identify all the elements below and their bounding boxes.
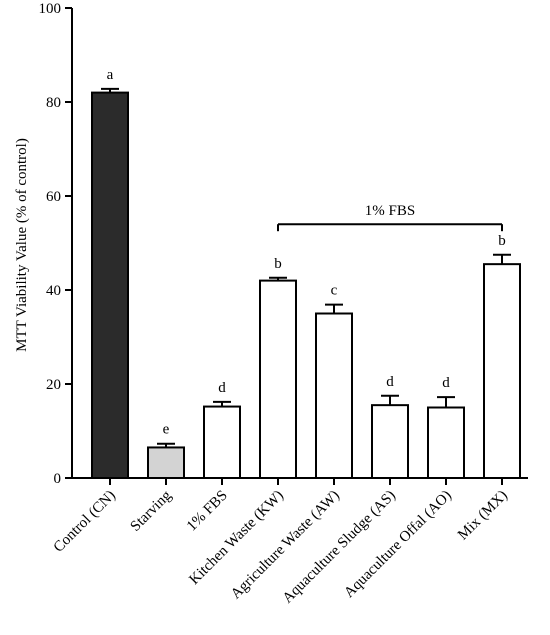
bar-0 <box>91 91 129 479</box>
significance-letters: a e d b c d d b <box>107 67 506 438</box>
x-tick-label: 1% FBS <box>184 488 231 535</box>
x-tick-label: Aquaculture Offal (AO) <box>341 488 455 602</box>
error-bars <box>101 87 511 448</box>
x-tick-label: Kitchen Waste (KW) <box>186 488 286 588</box>
significance-letter: e <box>163 422 170 438</box>
bar-1 <box>147 446 185 480</box>
bar-2 <box>203 405 241 479</box>
y-tick-label: 20 <box>46 377 61 393</box>
x-tick-label: Aquaculture Sludge (AS) <box>280 488 399 607</box>
significance-letter: d <box>218 380 226 396</box>
fbs-bracket-annotation: 1% FBS <box>277 203 503 232</box>
y-tick-label: 40 <box>46 283 61 299</box>
significance-letter: d <box>442 375 450 391</box>
x-tick-label: Agriculture Waste (AW) <box>228 488 343 603</box>
significance-letter: a <box>107 67 114 83</box>
bar-7 <box>483 263 521 479</box>
bar-5 <box>371 404 409 479</box>
y-tick-label: 100 <box>39 1 62 17</box>
significance-letter: b <box>498 233 506 249</box>
x-tick-label: Mix (MX) <box>455 488 511 544</box>
y-axis-label: MTT Viability Value (% of control) <box>14 138 30 352</box>
bracket-label: 1% FBS <box>365 203 415 219</box>
bars <box>91 91 521 480</box>
x-tick-label: Starving <box>128 487 176 535</box>
y-tick-label: 0 <box>54 471 62 487</box>
bar-3 <box>259 279 297 479</box>
significance-letter: d <box>386 374 394 390</box>
y-tick-label: 80 <box>46 95 61 111</box>
bar-6 <box>427 406 465 479</box>
significance-letter: b <box>274 256 282 272</box>
bar-4 <box>315 312 353 479</box>
x-tick-label: Control (CN) <box>51 488 119 556</box>
y-tick-label: 60 <box>46 189 61 205</box>
significance-letter: c <box>331 283 338 299</box>
